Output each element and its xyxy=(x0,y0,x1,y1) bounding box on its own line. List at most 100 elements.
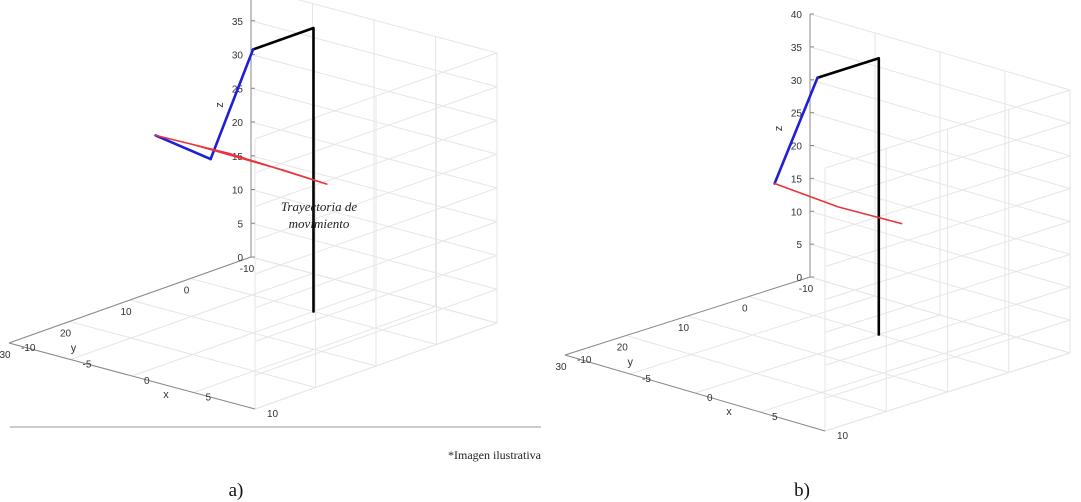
z-tick-label: 5 xyxy=(237,219,243,230)
footnote: *Imagen ilustrativa xyxy=(448,448,542,462)
x-axis-line xyxy=(564,354,826,432)
z-axis-label: z xyxy=(214,102,226,108)
wall-gridline xyxy=(824,286,1071,366)
wall-gridline xyxy=(809,13,1071,91)
y-tick-label: 20 xyxy=(617,343,629,354)
wall-gridline xyxy=(254,153,498,241)
x-axis-label: x xyxy=(163,389,169,401)
wall-gridline xyxy=(254,120,498,207)
wall-gridline xyxy=(297,0,498,54)
wall-gridline xyxy=(254,255,498,342)
series-link1 xyxy=(209,48,255,161)
z-tick-label: 30 xyxy=(791,76,803,87)
y-tick-label: 0 xyxy=(742,304,748,315)
wall-gridline xyxy=(809,145,1071,222)
y-tick-label: 10 xyxy=(120,307,132,318)
wall-gridline xyxy=(809,210,1071,288)
x-tick-label: -5 xyxy=(642,374,651,385)
wall-gridline xyxy=(250,189,498,256)
panel-label-a: a) xyxy=(229,480,244,501)
wall-gridline xyxy=(250,155,498,223)
wall-gridline xyxy=(824,352,1071,432)
floor-gridline xyxy=(626,335,887,412)
chart-panel-1: 0510152025303540-100102030-10-50510zyxTr… xyxy=(0,0,498,420)
y-axis-label: y xyxy=(71,343,77,355)
wall-gridline xyxy=(824,221,1071,300)
wall-gridline xyxy=(254,187,498,275)
y-tick-label: 20 xyxy=(60,329,72,340)
wall-gridline xyxy=(824,319,1071,399)
floor-gridline xyxy=(69,321,316,388)
x-tick-label: -10 xyxy=(21,343,36,354)
z-tick-label: 5 xyxy=(796,240,802,251)
series-link1 xyxy=(773,76,819,185)
wall-gridline xyxy=(254,86,498,174)
z-tick-label: 35 xyxy=(791,43,803,54)
series-base xyxy=(251,26,315,313)
series-base xyxy=(816,56,881,336)
annotation-line: Trayectoria de xyxy=(281,199,357,214)
y-tick-label: -10 xyxy=(799,284,814,295)
wall-gridline xyxy=(254,221,498,309)
y-axis-label: y xyxy=(628,357,634,369)
z-tick-label: 20 xyxy=(232,118,244,129)
z-tick-label: 30 xyxy=(232,51,244,62)
x-tick-label: 10 xyxy=(837,431,849,442)
x-tick-label: 10 xyxy=(267,409,279,420)
wall-gridline xyxy=(809,46,1071,124)
wall-gridline xyxy=(824,155,1071,235)
wall-gridline xyxy=(250,256,498,324)
y-tick-label: 30 xyxy=(555,362,567,373)
wall-gridline xyxy=(809,112,1071,190)
trajectory-annotation: Trayectoria de movimiento xyxy=(281,199,357,231)
x-axis-label: x xyxy=(726,406,732,418)
wall-gridline xyxy=(824,122,1071,202)
z-tick-label: 0 xyxy=(796,273,802,284)
y-tick-label: 30 xyxy=(0,350,11,361)
wall-gridline xyxy=(809,276,1071,354)
x-tick-label: 5 xyxy=(772,412,778,423)
annotation-line: movimiento xyxy=(289,216,350,231)
y-tick-label: 0 xyxy=(184,286,190,297)
wall-gridline xyxy=(250,87,498,155)
wall-gridline xyxy=(254,322,498,410)
x-tick-label: 0 xyxy=(144,376,150,387)
panel-label-b: b) xyxy=(794,480,810,501)
floor-gridline xyxy=(687,315,948,393)
series-trajectory xyxy=(154,134,328,185)
wall-gridline xyxy=(254,288,498,376)
wall-gridline xyxy=(250,20,498,88)
z-tick-label: 15 xyxy=(791,174,803,185)
x-tick-label: -10 xyxy=(577,355,592,366)
wall-gridline xyxy=(824,188,1071,268)
z-tick-label: 20 xyxy=(791,142,803,153)
z-tick-label: 10 xyxy=(232,186,244,197)
wall-gridline xyxy=(250,222,498,290)
wall-gridline xyxy=(824,253,1071,333)
series-link2 xyxy=(154,134,212,161)
wall-gridline xyxy=(250,54,498,121)
wall-gridline xyxy=(809,79,1071,157)
z-tick-label: 25 xyxy=(791,109,803,120)
x-tick-label: -5 xyxy=(83,360,92,371)
y-tick-label: 10 xyxy=(678,323,690,334)
wall-gridline xyxy=(809,243,1071,321)
y-axis-line xyxy=(564,276,811,356)
y-tick-label: -10 xyxy=(240,264,255,275)
x-axis-line xyxy=(8,342,256,410)
wall-gridline xyxy=(809,177,1071,255)
x-tick-label: 5 xyxy=(206,393,212,404)
z-tick-label: 10 xyxy=(791,207,803,218)
y-axis-line xyxy=(8,256,252,344)
wall-gridline xyxy=(254,52,498,140)
z-tick-label: 35 xyxy=(232,17,244,28)
z-tick-label: 40 xyxy=(791,10,803,21)
series-trajectory xyxy=(773,182,903,225)
z-tick-label: 0 xyxy=(237,253,243,264)
z-axis-label: z xyxy=(773,126,785,132)
wall-gridline xyxy=(824,89,1071,169)
x-tick-label: 0 xyxy=(707,393,713,404)
wall-gridline xyxy=(250,121,498,189)
